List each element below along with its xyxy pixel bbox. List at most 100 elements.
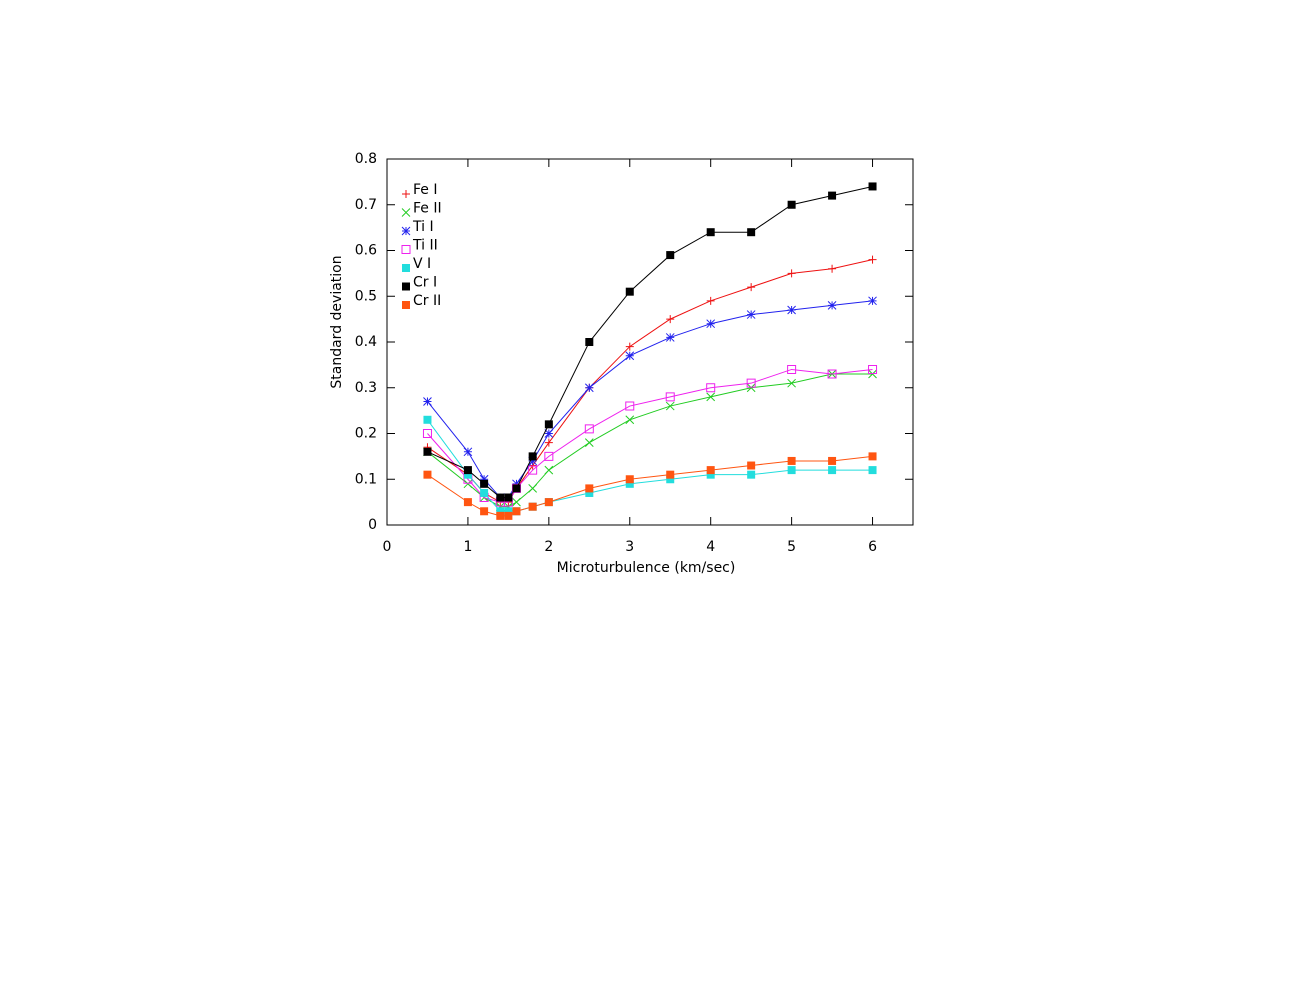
x-tick-label: 6 xyxy=(868,539,877,555)
x-axis-label: Microturbulence (km/sec) xyxy=(557,560,736,576)
data-point xyxy=(463,466,472,475)
data-point xyxy=(746,378,756,388)
data-point xyxy=(787,378,796,388)
data-point xyxy=(827,301,837,310)
data-point xyxy=(528,465,538,475)
data-point xyxy=(423,397,432,406)
data-point xyxy=(528,452,537,461)
y-tick-label: 0.2 xyxy=(355,426,377,442)
data-point xyxy=(584,383,594,393)
data-point xyxy=(585,484,594,493)
data-point xyxy=(625,351,635,361)
data-point xyxy=(585,338,594,346)
x-tick-label: 0 xyxy=(383,539,392,555)
legend-marker xyxy=(402,264,410,272)
data-point xyxy=(463,498,472,507)
data-point xyxy=(706,383,716,393)
data-point xyxy=(480,479,489,488)
data-point xyxy=(666,315,675,324)
data-point xyxy=(625,401,635,411)
data-point xyxy=(868,364,878,374)
data-point xyxy=(787,456,796,465)
x-tick-label: 1 xyxy=(463,539,472,555)
data-point xyxy=(496,493,505,502)
y-tick-label: 0.6 xyxy=(355,243,377,259)
data-point xyxy=(463,447,473,457)
y-tick-label: 0.8 xyxy=(355,151,377,167)
series-line xyxy=(427,373,873,508)
data-point xyxy=(868,466,877,475)
data-point xyxy=(512,479,521,489)
data-point xyxy=(528,502,537,511)
y-tick-label: 0.3 xyxy=(355,380,377,396)
data-point xyxy=(828,264,837,273)
data-point xyxy=(787,269,796,278)
data-point xyxy=(625,342,634,351)
x-tick-label: 5 xyxy=(787,539,796,555)
data-point xyxy=(480,488,489,497)
legend-label: V I xyxy=(413,256,431,272)
data-point xyxy=(625,475,634,484)
legend-marker xyxy=(402,190,410,198)
data-point xyxy=(868,369,877,379)
data-point xyxy=(787,364,797,374)
y-axis-label: Standard deviation xyxy=(329,255,345,388)
data-point xyxy=(868,255,877,264)
legend-marker xyxy=(402,282,410,291)
legend-marker xyxy=(402,301,410,309)
data-point xyxy=(544,420,553,429)
x-tick-label: 2 xyxy=(544,539,553,555)
data-point xyxy=(544,429,554,438)
data-point xyxy=(665,401,675,411)
data-point xyxy=(706,319,716,329)
legend-label: Ti II xyxy=(412,238,438,254)
data-point xyxy=(868,182,877,191)
legend-label: Cr I xyxy=(413,275,437,291)
data-point xyxy=(544,498,553,507)
data-point xyxy=(423,447,432,456)
data-point xyxy=(787,466,796,475)
data-point xyxy=(423,415,432,424)
data-point xyxy=(828,456,837,465)
data-point xyxy=(512,484,521,493)
data-point xyxy=(479,474,489,484)
data-point xyxy=(666,470,675,479)
data-point xyxy=(868,452,877,461)
data-point xyxy=(512,497,521,507)
legend-label: Fe I xyxy=(413,182,437,198)
x-tick-label: 3 xyxy=(625,539,634,555)
data-point xyxy=(747,470,756,479)
data-point xyxy=(584,438,594,448)
data-point xyxy=(747,461,756,470)
data-point xyxy=(706,392,716,402)
data-point xyxy=(747,283,756,292)
data-point xyxy=(665,333,675,342)
y-tick-label: 0 xyxy=(368,517,377,533)
data-point xyxy=(480,507,489,516)
y-tick-label: 0.7 xyxy=(355,197,377,213)
data-point xyxy=(787,200,796,209)
series-line xyxy=(427,185,873,499)
data-point xyxy=(625,287,634,296)
data-point xyxy=(544,438,553,447)
data-point xyxy=(868,296,877,306)
series-line xyxy=(427,259,873,503)
data-point xyxy=(828,191,837,200)
data-point xyxy=(544,451,554,461)
y-tick-label: 0.1 xyxy=(355,471,377,487)
x-tick-label: 4 xyxy=(706,539,715,555)
legend-marker xyxy=(401,208,411,217)
legend-label: Cr II xyxy=(413,293,441,309)
data-point xyxy=(706,296,715,305)
data-point xyxy=(584,424,594,434)
y-tick-label: 0.5 xyxy=(355,288,377,304)
data-point xyxy=(746,383,756,393)
data-point xyxy=(746,310,756,319)
data-point xyxy=(528,456,538,466)
data-point xyxy=(747,228,756,237)
data-point xyxy=(423,470,432,479)
series-line xyxy=(427,368,873,503)
data-point xyxy=(512,507,521,516)
series-line xyxy=(427,300,873,499)
